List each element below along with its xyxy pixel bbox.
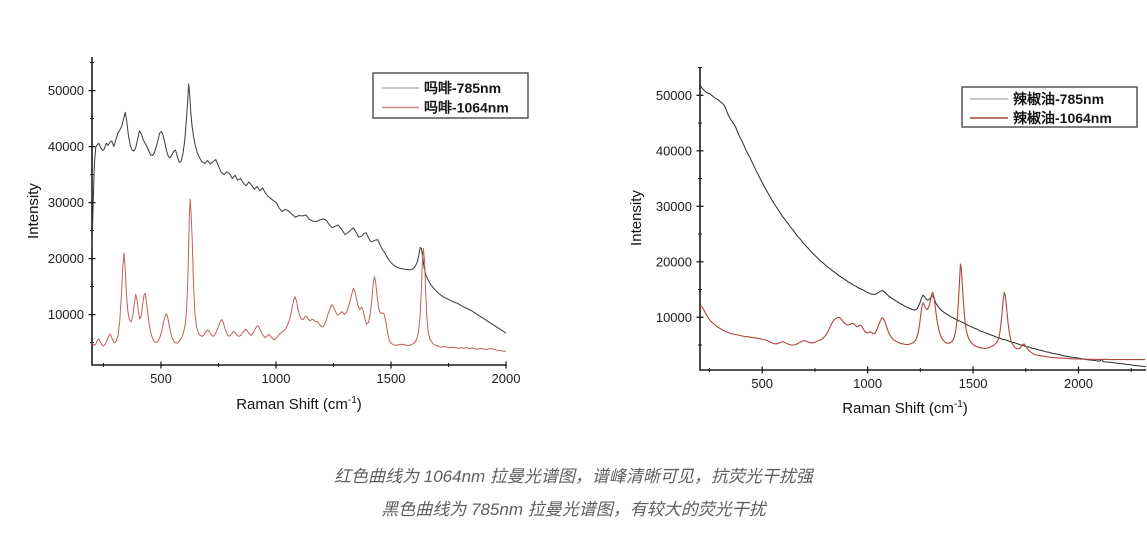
axes	[91, 57, 506, 366]
caption-line-1: 红色曲线为 1064nm 拉曼光谱图，谱峰清晰可见，抗荧光干扰强	[334, 467, 813, 486]
chart-chili-oil: 10000 20000 30000 40000 50000 500 1000 1500 2000…	[628, 67, 1147, 417]
legend-entry-label: 吗啡-1064nm	[424, 100, 509, 116]
series-chili-785nm	[699, 85, 1147, 368]
axes	[699, 67, 1146, 371]
y-axis-title: Intensity	[25, 183, 42, 239]
legend-box	[961, 86, 1138, 128]
legend-entry-label: 辣椒油-785nm	[1013, 91, 1104, 107]
y-tick-label: 30000	[48, 195, 84, 210]
legend-box	[372, 72, 529, 119]
x-tick-label: 500	[150, 371, 172, 386]
x-axis-title: Raman Shift (cm-1)	[236, 395, 362, 413]
y-tick-label: 20000	[656, 254, 692, 269]
y-tick-label: 50000	[48, 83, 84, 98]
x-tick-label: 1000	[262, 371, 291, 386]
caption-line-2: 黑色曲线为 785nm 拉曼光谱图，有较大的荧光干扰	[381, 500, 766, 519]
x-tick-label: 1500	[959, 376, 988, 391]
y-tick-label: 10000	[48, 307, 84, 322]
chart-morphine: 10000 20000 30000 40000 50000 500 1000 1500 2000…	[25, 57, 529, 413]
legend-entry-label: 辣椒油-1064nm	[1013, 110, 1112, 126]
x-tick-label: 1500	[377, 371, 406, 386]
y-tick-label: 20000	[48, 251, 84, 266]
x-tick-label: 1000	[853, 376, 882, 391]
y-axis-title: Intensity	[628, 190, 645, 246]
x-tick-label: 2000	[492, 371, 521, 386]
x-tick-label: 2000	[1064, 376, 1093, 391]
legend-entry-label: 吗啡-785nm	[424, 80, 501, 96]
x-axis-title: Raman Shift (cm-1)	[842, 399, 968, 417]
series-morphine-1064nm	[91, 198, 507, 352]
y-tick-label: 40000	[48, 139, 84, 154]
series-chili-1064nm	[699, 263, 1146, 361]
y-tick-label: 40000	[656, 143, 692, 158]
y-tick-label: 30000	[656, 199, 692, 214]
series-morphine-785nm	[91, 83, 507, 334]
x-tick-label: 500	[751, 376, 773, 391]
caption-block: 红色曲线为 1064nm 拉曼光谱图，谱峰清晰可见，抗荧光干扰强 黑色曲线为 7…	[0, 460, 1147, 526]
y-tick-label: 50000	[656, 88, 692, 103]
y-tick-label: 10000	[656, 310, 692, 325]
